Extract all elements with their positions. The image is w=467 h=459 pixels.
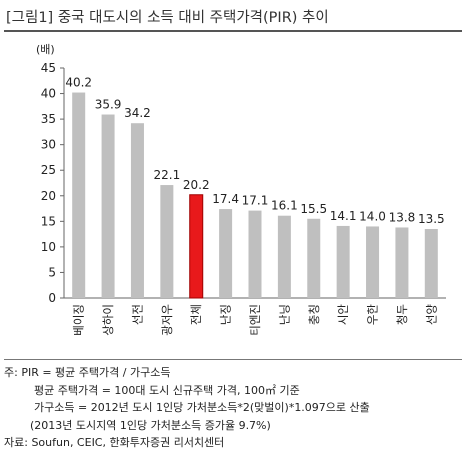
category-label: 상하이	[101, 304, 115, 336]
category-label: 티엔진	[248, 304, 262, 336]
value-label: 20.2	[183, 178, 210, 192]
bar	[336, 225, 350, 298]
y-tick-label: 40	[41, 87, 56, 101]
category-label: 충칭	[307, 304, 321, 325]
category-label: 난닝	[277, 304, 291, 325]
chart-title: [그림1] 중국 대도시의 소득 대비 주택가격(PIR) 추이	[6, 10, 329, 26]
value-label: 17.1	[242, 194, 269, 208]
y-tick-label: 25	[41, 163, 56, 177]
value-label: 13.5	[418, 212, 445, 226]
y-tick-label: 0	[48, 291, 56, 305]
notes-divider	[4, 359, 462, 360]
bar	[101, 114, 115, 298]
note-income-growth: (2013년 도시지역 1인당 가처분소득 증가율 9.7%)	[30, 418, 271, 432]
value-label: 34.2	[124, 106, 151, 120]
value-label: 40.2	[65, 76, 92, 90]
category-label: 청두	[395, 304, 409, 325]
category-label: 선양	[424, 304, 438, 326]
value-label: 35.9	[95, 98, 122, 112]
category-label: 시안	[336, 304, 350, 326]
chart-notes: 주: PIR = 평균 주택가격 / 가구소득 평균 주택가격 = 100대 도…	[4, 364, 370, 452]
y-tick-label: 15	[41, 214, 56, 228]
bar	[277, 215, 291, 298]
value-label: 16.1	[271, 199, 298, 213]
bar	[248, 210, 262, 298]
category-label: 전체	[189, 304, 203, 325]
category-label: 광저우	[160, 304, 174, 336]
bar	[395, 227, 409, 298]
note-definition: 주: PIR = 평균 주택가격 / 가구소득	[4, 366, 171, 379]
note-house-price: 평균 주택가격 = 100대 도시 신규주택 가격, 100㎡ 기준	[34, 383, 300, 397]
value-label: 22.1	[153, 168, 180, 182]
category-label: 선전	[130, 304, 144, 325]
y-tick-label: 35	[41, 112, 56, 126]
value-label: 13.8	[389, 210, 416, 224]
bar	[424, 229, 438, 298]
bar	[189, 194, 204, 299]
value-label: 14.1	[330, 209, 357, 223]
y-tick-label: 30	[41, 138, 56, 152]
category-label: 베이징	[72, 304, 86, 336]
y-axis-unit-label: (배)	[36, 43, 55, 56]
bar	[366, 226, 380, 298]
value-label: 15.5	[300, 202, 327, 216]
y-tick-label: 45	[41, 61, 56, 75]
title-divider	[4, 30, 462, 32]
value-label: 17.4	[212, 192, 239, 206]
bar	[72, 92, 86, 299]
category-label: 우한	[366, 304, 380, 326]
note-household-income: 가구소득 = 2012년 도시 1인당 가처분소득*2(맞벌이)*1.097으로…	[34, 401, 370, 414]
category-label: 난징	[219, 304, 233, 325]
bar	[219, 209, 233, 298]
value-label: 14.0	[359, 209, 386, 223]
y-tick-label: 5	[48, 265, 56, 279]
bar	[130, 123, 144, 298]
y-tick-label: 20	[41, 189, 56, 203]
bar	[307, 218, 321, 298]
y-tick-label: 10	[41, 240, 56, 254]
bar-chart: (배) 0 5 10 15 20 25 30 35 40 45 40.2 베이징 35.9 상하이 34.2 선…	[36, 43, 446, 336]
bar	[160, 185, 174, 298]
source-note: 자료: Soufun, CEIC, 한화투자증권 리서치센터	[4, 436, 225, 449]
